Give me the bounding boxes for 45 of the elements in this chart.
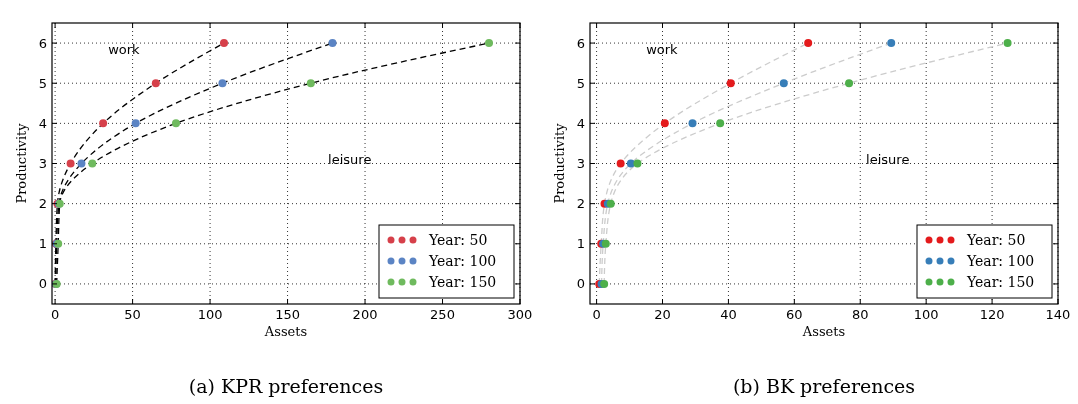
y-tick-label: 6 <box>576 35 585 51</box>
x-tick-label: 50 <box>124 307 141 322</box>
x-tick-label: 100 <box>913 307 939 322</box>
y-axis-title: Productivity <box>552 122 567 204</box>
legend-label: Year: 50 <box>428 231 488 248</box>
x-tick-label: 200 <box>352 307 378 322</box>
legend-label: Year: 100 <box>966 252 1035 269</box>
x-tick-label: 80 <box>851 307 869 322</box>
x-tick-label: 60 <box>786 307 803 322</box>
legend-label: Year: 50 <box>966 231 1026 248</box>
y-tick-label: 0 <box>38 276 47 292</box>
x-tick-label: 0 <box>50 307 60 322</box>
annotation: leisure <box>328 151 372 167</box>
x-tick-label: 40 <box>720 307 737 322</box>
x-tick-label: 150 <box>275 307 300 322</box>
x-tick-label: 140 <box>1045 307 1071 322</box>
y-tick-label: 1 <box>576 236 585 252</box>
y-tick-label: 3 <box>38 156 47 172</box>
legend-label: Year: 150 <box>428 273 497 290</box>
legend-label: Year: 100 <box>428 252 497 269</box>
y-tick-label: 0 <box>576 276 585 292</box>
x-tick-label: 250 <box>430 307 455 322</box>
y-tick-label: 2 <box>576 196 585 212</box>
y-tick-label: 4 <box>38 115 47 131</box>
x-tick-label: 120 <box>979 307 1005 322</box>
text: (a) KPR preferences <box>188 375 384 397</box>
x-tick-label: 0 <box>592 307 601 322</box>
x-tick-label: 300 <box>507 307 533 322</box>
y-tick-label: 5 <box>38 75 47 91</box>
text: (b) BK preferences <box>732 375 916 397</box>
annotation: leisure <box>866 151 910 167</box>
y-tick-label: 4 <box>576 115 585 131</box>
annotation: work <box>646 41 679 57</box>
y-tick-label: 1 <box>38 236 47 252</box>
y-axis-title: Productivity <box>14 122 29 204</box>
y-tick-label: 6 <box>38 35 47 51</box>
legend-label: Year: 150 <box>966 273 1035 290</box>
x-tick-label: 20 <box>654 307 671 322</box>
y-tick-label: 2 <box>38 196 47 212</box>
x-tick-label: 100 <box>197 307 223 322</box>
x-axis-title: Assets <box>263 324 308 339</box>
y-tick-label: 3 <box>576 156 585 172</box>
y-tick-label: 5 <box>576 75 585 91</box>
x-axis-title: Assets <box>801 324 846 339</box>
annotation: work <box>108 41 141 57</box>
